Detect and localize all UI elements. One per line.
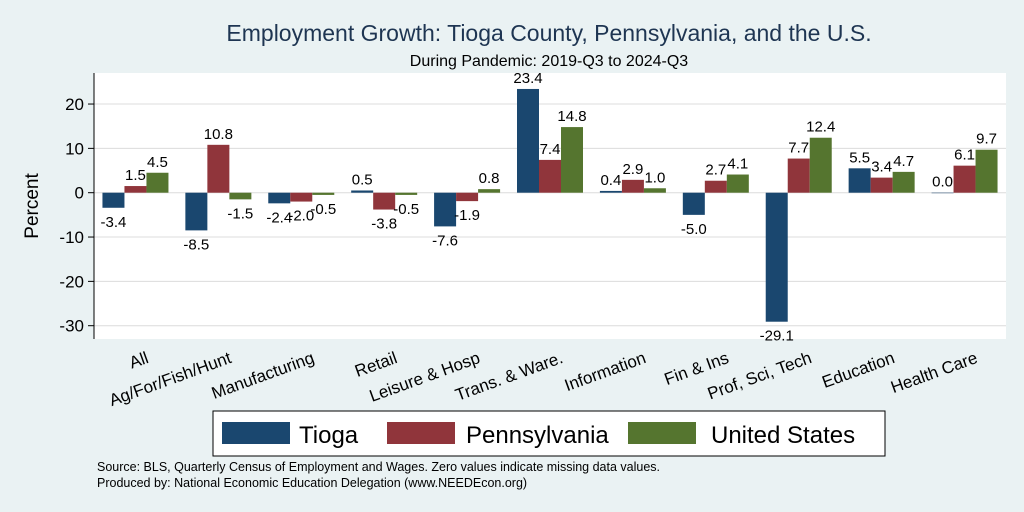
bar xyxy=(643,188,666,193)
data-label: 2.7 xyxy=(705,162,726,179)
data-label: 7.7 xyxy=(788,140,809,157)
data-label: 0.5 xyxy=(352,171,373,188)
plot-area xyxy=(94,73,1006,339)
data-label: -2.4 xyxy=(266,209,292,226)
legend-label: Tioga xyxy=(299,422,359,449)
y-tick-label: -30 xyxy=(59,317,84,336)
legend-box xyxy=(212,410,886,457)
legend: Tioga Pennsylvania United States xyxy=(212,410,886,457)
y-tick-label: -10 xyxy=(59,228,84,247)
data-label: 14.8 xyxy=(557,108,586,125)
bar xyxy=(185,192,208,231)
category-label: Information xyxy=(562,348,648,395)
legend-swatch xyxy=(628,422,696,444)
bar xyxy=(124,186,147,193)
chart-title: Employment Growth: Tioga County, Pennsyl… xyxy=(226,20,871,46)
data-label: 3.4 xyxy=(871,159,892,176)
data-label: -0.5 xyxy=(393,201,419,218)
bar xyxy=(517,88,539,193)
bar xyxy=(765,192,788,322)
data-label: -1.5 xyxy=(227,205,253,222)
bar xyxy=(395,192,418,195)
data-label: 1.5 xyxy=(125,167,146,184)
bar xyxy=(975,149,998,193)
bar xyxy=(478,189,501,193)
y-axis-title: Percent xyxy=(22,173,43,239)
data-label: -1.9 xyxy=(454,207,480,224)
data-label: 10.8 xyxy=(204,126,233,143)
bar xyxy=(268,192,291,204)
data-label: 6.1 xyxy=(954,147,975,164)
bar xyxy=(434,192,457,227)
legend-label: United States xyxy=(711,422,855,449)
bar xyxy=(809,137,832,193)
bar xyxy=(931,192,954,194)
data-label: 0.8 xyxy=(479,170,500,187)
bar xyxy=(704,180,727,193)
y-tick-label: 20 xyxy=(65,95,84,114)
bar xyxy=(848,168,871,193)
data-label: -7.6 xyxy=(432,232,458,249)
data-label: 4.1 xyxy=(727,156,748,173)
bar xyxy=(539,159,561,193)
bar xyxy=(373,192,396,210)
source-note: Source: BLS, Quarterly Census of Employm… xyxy=(97,460,660,474)
bar xyxy=(561,127,583,193)
bar xyxy=(953,165,976,193)
bar xyxy=(456,192,479,202)
bar xyxy=(102,192,125,208)
data-label-group: -3.41.54.5-8.510.8-1.5 -2.4-2.0-0.50.5-3.… xyxy=(101,70,997,345)
data-label: 23.4 xyxy=(513,70,542,87)
data-label: 5.5 xyxy=(849,149,870,166)
bar xyxy=(207,144,230,193)
bar xyxy=(870,177,893,193)
data-label: 0.0 xyxy=(932,174,953,191)
data-label: -0.5 xyxy=(310,201,336,218)
data-label: 4.5 xyxy=(147,154,168,171)
data-label: 12.4 xyxy=(806,119,835,136)
legend-swatch xyxy=(387,422,455,444)
bar xyxy=(599,190,622,193)
data-label: 9.7 xyxy=(976,131,997,148)
data-label: 1.0 xyxy=(644,169,665,186)
data-label: -5.0 xyxy=(681,221,707,238)
bar xyxy=(682,192,705,215)
category-label: All xyxy=(127,348,151,372)
bar-group xyxy=(102,88,998,322)
legend-swatch xyxy=(222,422,290,444)
bar xyxy=(312,192,335,195)
data-label: -8.5 xyxy=(183,236,209,253)
data-label: -29.1 xyxy=(760,328,794,345)
chart-subtitle: During Pandemic: 2019-Q3 to 2024-Q3 xyxy=(410,53,688,70)
bar xyxy=(146,172,169,193)
bar xyxy=(351,190,374,193)
y-tick-label: -20 xyxy=(59,272,84,291)
data-label: 7.4 xyxy=(540,141,561,158)
data-label: -3.4 xyxy=(101,214,127,231)
produced-by-note: Produced by: National Economic Education… xyxy=(97,476,527,490)
bar xyxy=(726,174,749,193)
legend-label: Pennsylvania xyxy=(466,422,609,449)
bar xyxy=(892,171,915,193)
category-label: Education xyxy=(820,348,898,392)
bar xyxy=(621,179,644,193)
y-tick-label: 0 xyxy=(75,184,84,203)
data-label: -2.0 xyxy=(288,208,314,225)
y-tick-label: 10 xyxy=(65,139,84,158)
bar xyxy=(290,192,313,202)
data-label: -3.8 xyxy=(371,216,397,233)
y-axis: 20 10 0 -10 -20 -30 xyxy=(59,73,95,339)
data-label: 4.7 xyxy=(893,153,914,170)
bar xyxy=(787,158,810,193)
bar xyxy=(229,192,252,200)
data-label: 0.4 xyxy=(600,172,621,189)
data-label: 2.9 xyxy=(622,161,643,178)
category-label: Health Care xyxy=(888,348,980,397)
category-label: Retail xyxy=(352,348,399,381)
